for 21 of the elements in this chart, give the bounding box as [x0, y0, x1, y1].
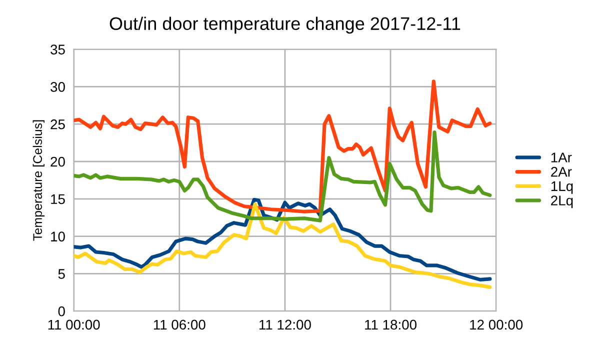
y-tick-label: 5: [58, 269, 65, 279]
x-tick-label: 12 00:00: [470, 320, 523, 330]
y-tick-label: 35: [50, 44, 65, 54]
chart-title: Out/in door temperature change 2017-12-11: [110, 16, 460, 34]
y-tick-label: 20: [50, 156, 65, 167]
legend-label: 2Lq: [551, 196, 573, 208]
x-tick-label: 11 06:00: [154, 320, 206, 330]
line-series: [74, 80, 492, 214]
legend-label: 1Ar: [551, 152, 572, 162]
legend-label: 1Lq: [551, 181, 573, 194]
y-tick-label: 25: [50, 119, 65, 130]
y-tick-label: 15: [51, 194, 65, 204]
legend-label: 2Ar: [551, 166, 572, 177]
y-tick-label: 30: [50, 82, 65, 92]
x-tick-label: 11 00:00: [48, 320, 100, 330]
x-tick-label: 11 12:00: [259, 320, 311, 330]
x-tick-label: 11 18:00: [365, 320, 417, 330]
y-axis-title: Temperature [Celsius]: [32, 120, 44, 241]
y-tick-label: 10: [51, 232, 65, 242]
y-tick-label: 0: [58, 306, 65, 316]
line-series: [74, 130, 492, 222]
